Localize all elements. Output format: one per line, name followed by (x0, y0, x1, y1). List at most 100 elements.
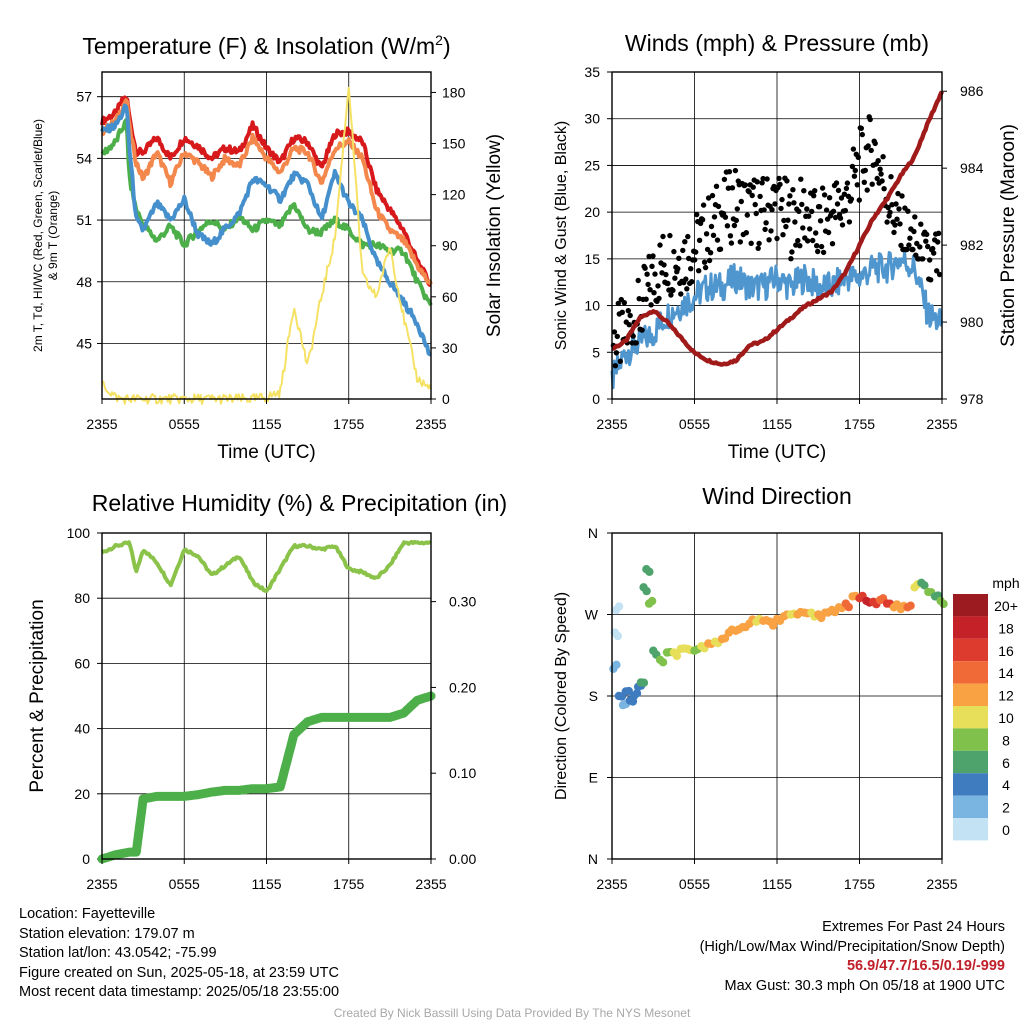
gust-point (626, 322, 632, 328)
legend-swatch-0 (953, 594, 988, 617)
gust-point (676, 255, 682, 261)
gust-point (783, 223, 789, 230)
y2-tick-label-2-1: 0.10 (449, 765, 476, 781)
gust-point (858, 125, 864, 131)
legend-swatch-10 (953, 818, 988, 841)
gust-point (646, 253, 652, 260)
gust-point (733, 217, 739, 224)
created-text: Figure created on Sun, 2025-05-18, at 23… (19, 964, 339, 981)
gust-point (714, 237, 721, 243)
gust-point (750, 184, 756, 190)
gust-point (692, 257, 698, 263)
legend-label-4: 12 (998, 688, 1014, 704)
y2-tick-label-1-0: 978 (960, 391, 984, 407)
y-tick-label-3-4: N (588, 525, 598, 541)
gust-point (682, 239, 688, 245)
gust-point (879, 178, 885, 184)
direction-point (672, 651, 682, 661)
gust-point (814, 243, 820, 249)
gust-point (722, 214, 729, 220)
gust-point (645, 281, 651, 288)
gust-point (835, 187, 842, 194)
legend-label-1: 18 (998, 620, 1014, 636)
gust-point (715, 203, 722, 210)
gust-point (854, 182, 860, 188)
gust-point (885, 204, 891, 211)
gust-point (888, 174, 894, 180)
gust-point (779, 196, 785, 203)
gust-point (799, 201, 805, 208)
legend-swatch-1 (953, 616, 988, 639)
x-tick-label-2-1: 0555 (169, 876, 200, 892)
gust-point (786, 201, 792, 207)
chart-title-humidity: Relative Humidity (%) & Precipitation (i… (92, 490, 507, 516)
y2-tick-label-2-2: 0.20 (449, 679, 476, 695)
gust-point (823, 207, 830, 213)
gust-point (649, 263, 655, 269)
x-axis-label-temperature: Time (UTC) (217, 442, 316, 463)
gust-point (711, 214, 718, 220)
gust-point (805, 238, 811, 244)
gust-point (924, 231, 930, 238)
location-text: Location: Fayetteville (19, 906, 156, 922)
x-tick-label-0-1: 0555 (169, 416, 200, 432)
gust-point (688, 266, 694, 272)
gust-point (737, 239, 743, 245)
gust-point (738, 198, 744, 205)
gust-point (812, 188, 818, 194)
y2-tick-label-0-1: 30 (442, 340, 458, 356)
series-line-9m-t (101, 98, 433, 285)
gust-point (781, 217, 787, 224)
gust-point (759, 180, 765, 186)
y2-tick-label-2-3: 0.30 (449, 594, 476, 610)
gust-point (838, 195, 845, 201)
gust-point (829, 241, 836, 247)
gust-point (764, 176, 770, 182)
series-line-relative-humidity (100, 539, 432, 593)
gust-point (752, 201, 758, 208)
gust-point (848, 196, 855, 202)
direction-point (844, 602, 853, 612)
station-info: Location: Fayetteville Station elevation… (19, 905, 339, 1003)
y-tick-label-1-6: 30 (584, 111, 600, 127)
chart-title-wind-direction: Wind Direction (702, 483, 852, 509)
direction-point (632, 689, 642, 698)
gust-point (825, 229, 832, 236)
gust-point (892, 222, 898, 228)
legend-swatch-3 (953, 661, 988, 684)
x-tick-label-0-4: 2355 (415, 416, 446, 432)
gust-point (935, 239, 941, 245)
gust-point (670, 287, 676, 294)
gust-point (777, 181, 783, 188)
y-tick-label-3-1: E (589, 770, 598, 786)
gust-point (717, 246, 724, 252)
y-tick-label-2-1: 20 (74, 786, 90, 802)
x-tick-label-0-0: 2355 (86, 416, 117, 432)
gust-point (684, 286, 690, 292)
y-axis-label-temperature-2: & 9m T (Orange) (46, 191, 60, 281)
y-tick-label-2-5: 100 (67, 525, 91, 541)
y-tick-label-0-1: 48 (76, 274, 92, 290)
gust-point (635, 277, 641, 284)
gust-point (707, 250, 714, 256)
direction-point (768, 621, 778, 630)
direction-point (647, 596, 657, 606)
gust-point (790, 187, 796, 193)
gust-point (896, 206, 902, 212)
x-tick-label-1-4: 2355 (926, 416, 957, 432)
y-tick-label-1-5: 25 (584, 157, 600, 173)
y-tick-label-2-2: 40 (74, 721, 90, 737)
direction-point (939, 599, 948, 609)
gust-point (706, 257, 713, 264)
extremes-subtitle: (High/Low/Max Wind/Precipitation/Snow De… (699, 938, 1005, 955)
recent-data-text: Most recent data timestamp: 2025/05/18 2… (19, 984, 340, 1000)
legend-label-3: 14 (998, 665, 1014, 681)
gust-point (893, 201, 899, 207)
x-tick-label-3-3: 1755 (844, 876, 875, 892)
gust-point (721, 176, 728, 183)
legend-swatch-7 (953, 750, 988, 774)
gust-point (778, 205, 784, 212)
gust-point (734, 206, 740, 212)
gust-point (904, 246, 910, 253)
gust-point (656, 295, 662, 302)
